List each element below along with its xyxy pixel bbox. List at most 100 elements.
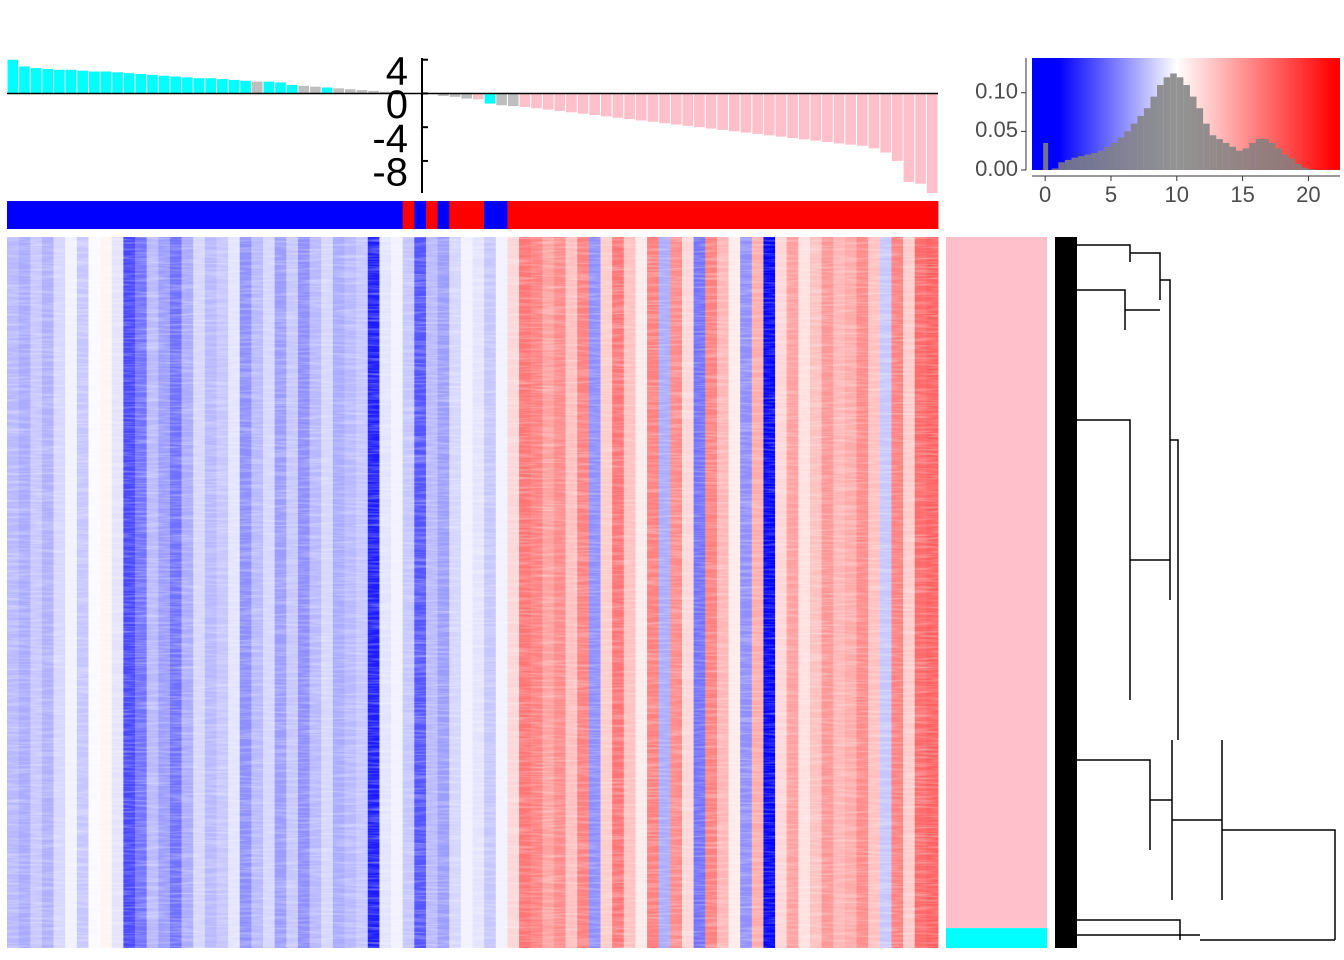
column-annotation [379,201,392,229]
histogram-bar [1288,158,1296,170]
bar [30,68,42,94]
bar [473,93,484,100]
histogram-bar [1242,148,1250,170]
x-tick-label: 10 [1165,182,1189,207]
histogram-bar [1222,142,1230,170]
histogram-bar [1150,96,1158,170]
bar [891,93,903,161]
bar [752,93,763,134]
bar [147,74,158,94]
column-annotation [367,201,380,229]
bar [857,93,868,146]
bar [135,74,147,94]
bar [554,93,566,111]
column-annotation [775,201,788,229]
y-tick-label: 0.10 [975,79,1018,104]
bar [682,93,694,126]
histogram-bar [1110,142,1118,170]
bar [868,93,880,149]
bar [461,93,472,99]
column-annotation [600,201,613,229]
bar [368,90,379,94]
histogram-bar [1117,137,1125,170]
column-annotation [623,201,636,229]
column-annotation [263,201,276,229]
column-annotation [65,201,78,229]
bar [589,93,601,116]
column-annotation [449,201,462,229]
column-annotation [588,201,601,229]
bar [77,70,88,94]
column-annotation [844,201,857,229]
column-annotation [251,201,264,229]
column-annotation [612,201,625,229]
column-annotation [472,201,485,229]
histogram-bar [1097,150,1105,170]
column-annotation [169,201,182,229]
column-annotation [76,201,89,229]
bar [531,93,542,109]
bar [54,69,65,94]
column-annotation [228,201,241,229]
bar [344,89,356,94]
column-annotation [809,201,823,229]
column-annotation [204,201,217,229]
histogram-bar [1124,131,1131,170]
column-annotation [146,201,159,229]
bar [810,93,822,141]
histogram-bar [1051,168,1059,170]
column-annotation [181,201,194,229]
histogram-bar [1196,108,1204,170]
column-annotation [193,201,206,229]
bar [566,93,577,113]
column-annotation [903,201,916,229]
column-annotation [740,201,753,229]
x-tick-label: 5 [1105,182,1117,207]
bar [822,93,833,143]
bar [601,93,612,117]
column-annotation [414,201,427,229]
column-annotation [495,201,508,229]
bar [216,79,228,94]
column-annotation [786,201,799,229]
bar [182,77,193,94]
bar [379,91,391,94]
column-annotation [530,201,543,229]
histogram-bar [1295,163,1302,170]
column-annotation [798,201,811,229]
column-annotation [763,201,776,229]
histogram-bar [1249,142,1256,170]
dendrogram-branches [1077,244,1336,941]
histogram-bar [1104,146,1111,170]
bar [577,93,589,114]
column-annotation [41,201,54,229]
histogram-bar [1236,150,1243,170]
histogram-bar [1078,156,1085,170]
histogram-bar [1064,159,1072,170]
bar [275,82,286,94]
histogram-bar [1229,146,1237,170]
column-annotation [30,201,43,229]
bar [694,93,705,128]
bar [915,93,926,184]
x-tick-label: 15 [1230,182,1254,207]
bar [484,93,496,104]
histogram-bar [1216,139,1223,170]
column-annotation [891,201,904,229]
bar [880,93,891,153]
row-annotation [946,237,1047,929]
bar [787,93,798,138]
histogram-bar [1282,154,1289,170]
column-annotation [135,201,148,229]
column-annotation [356,201,369,229]
dendrogram [1055,237,1336,948]
column-annotation [100,201,113,229]
bar [19,66,30,94]
column-annotation [239,201,252,229]
bar [763,93,775,136]
y-tick-label: 0.00 [975,156,1018,181]
column-annotation [297,201,310,229]
column-annotation [88,201,101,229]
bar [798,93,810,140]
column-annotation [519,201,532,229]
